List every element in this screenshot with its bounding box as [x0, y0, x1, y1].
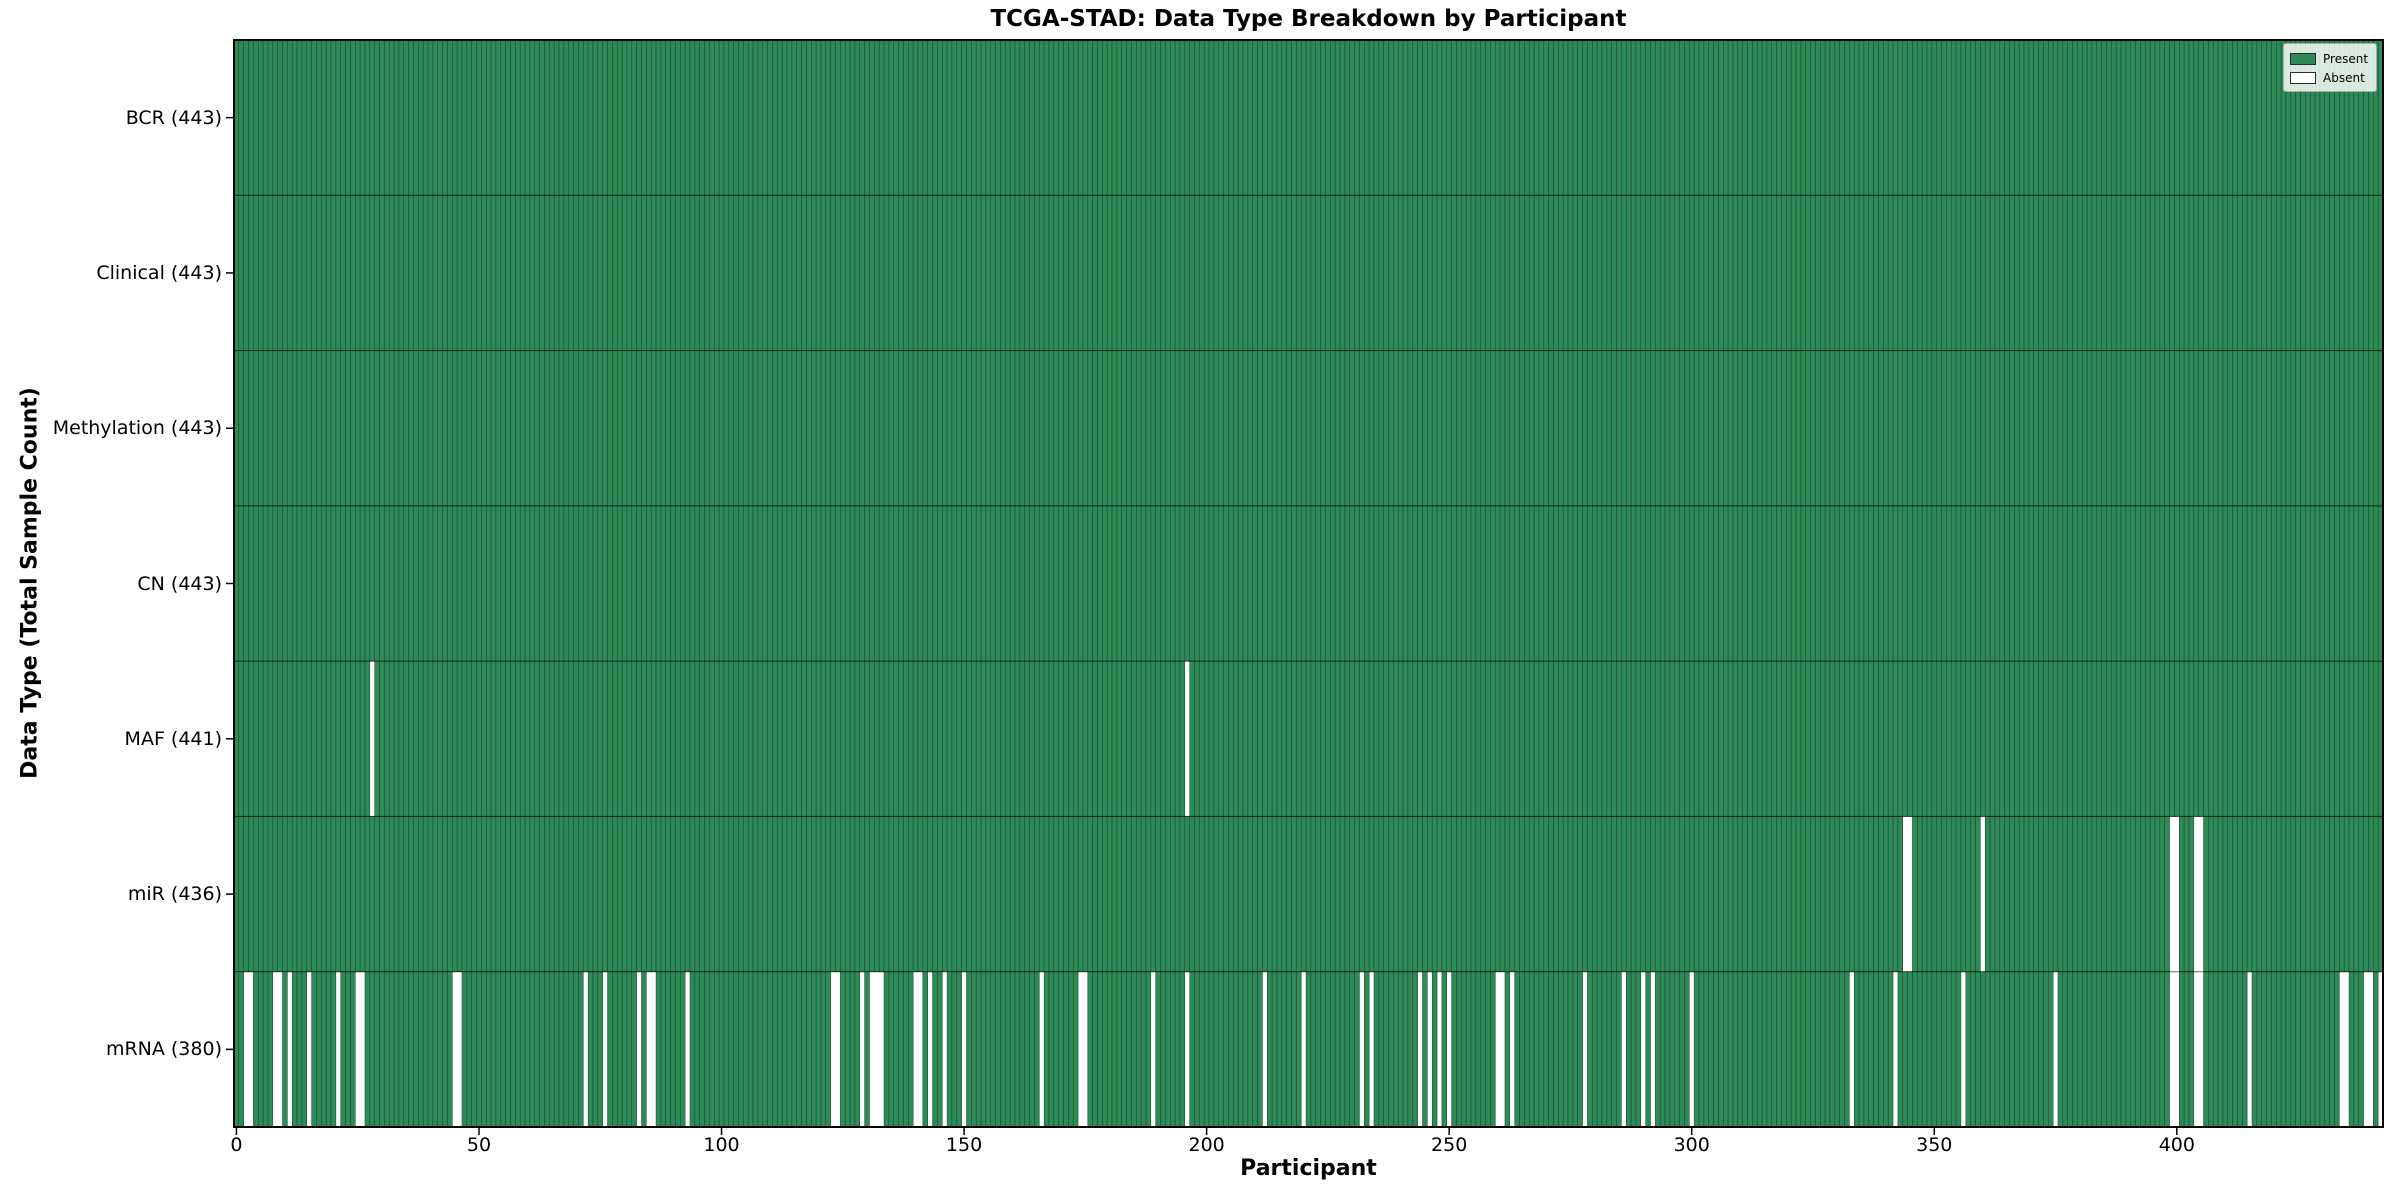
- x-axis-label: Participant: [1240, 1156, 1377, 1181]
- ytick-label-miR: miR (436): [127, 883, 222, 906]
- ytick-label-BCR: BCR (443): [125, 106, 222, 129]
- xtick-label-200: 200: [1188, 1134, 1225, 1156]
- legend: Present Absent: [2283, 43, 2377, 92]
- xtick-label-50: 50: [466, 1134, 492, 1156]
- ytick-label-Clinical: Clinical (443): [96, 261, 222, 284]
- xtick-label-350: 350: [1916, 1134, 1953, 1156]
- present-swatch-icon: [2290, 52, 2316, 65]
- xtick-label-300: 300: [1673, 1134, 1710, 1156]
- ytick-label-mRNA: mRNA (380): [105, 1038, 222, 1061]
- ytick-label-MAF: MAF (441): [124, 727, 222, 750]
- absent-swatch-icon: [2290, 71, 2316, 84]
- xtick-label-400: 400: [2158, 1134, 2195, 1156]
- xtick-label-250: 250: [1431, 1134, 1468, 1156]
- legend-item-present: Present: [2290, 49, 2370, 68]
- ytick-label-Methylation: Methylation (443): [52, 417, 222, 440]
- xtick-label-150: 150: [945, 1134, 983, 1156]
- legend-label-absent: Absent: [2323, 70, 2365, 85]
- chart-title: TCGA-STAD: Data Type Breakdown by Partic…: [990, 6, 1627, 32]
- ytick-label-CN: CN (443): [137, 572, 222, 595]
- legend-label-present: Present: [2323, 51, 2369, 66]
- legend-item-absent: Absent: [2290, 68, 2370, 87]
- xtick-label-0: 0: [230, 1134, 243, 1156]
- xtick-label-100: 100: [703, 1134, 740, 1156]
